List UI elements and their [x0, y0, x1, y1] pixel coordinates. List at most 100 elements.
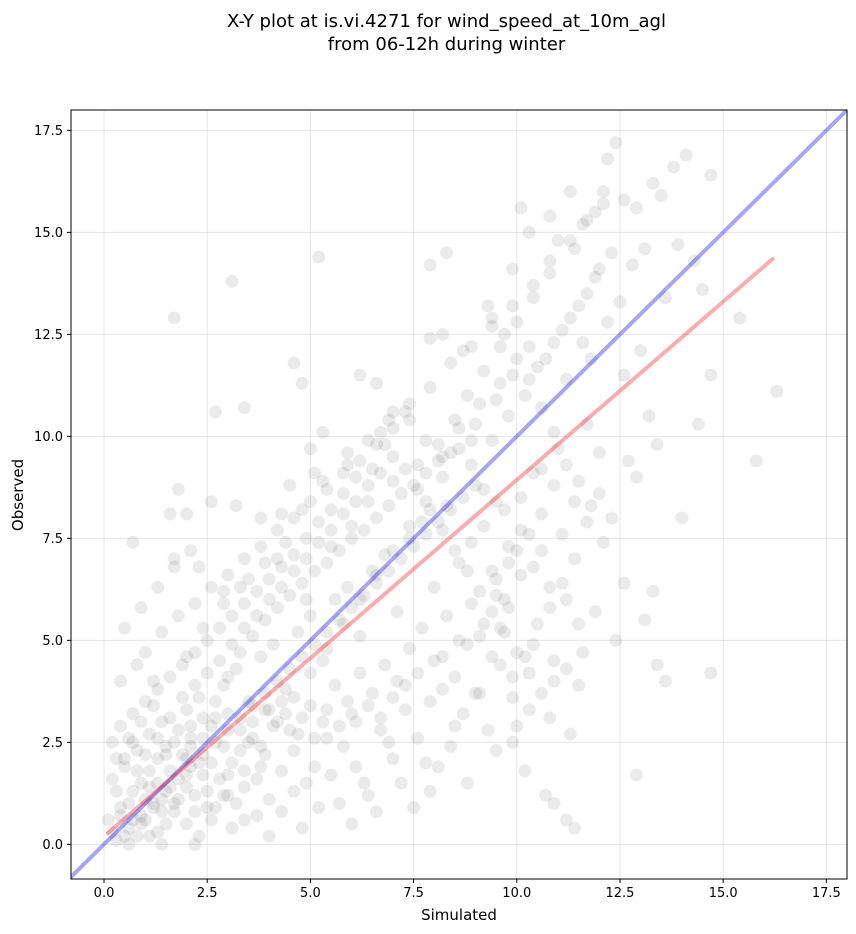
- data-point: [204, 580, 218, 594]
- data-point: [543, 266, 557, 280]
- data-point: [473, 584, 487, 598]
- data-point: [497, 593, 511, 607]
- data-point: [502, 540, 516, 554]
- data-point: [601, 152, 615, 166]
- data-point: [629, 470, 643, 484]
- data-point: [192, 829, 206, 843]
- data-point: [365, 686, 379, 700]
- data-point: [514, 523, 528, 537]
- data-point: [295, 711, 309, 725]
- data-point: [704, 666, 718, 680]
- data-point: [250, 772, 264, 786]
- data-point: [316, 425, 330, 439]
- data-point: [473, 686, 487, 700]
- data-point: [299, 593, 313, 607]
- data-point: [217, 584, 231, 598]
- data-point: [312, 515, 326, 529]
- data-point: [518, 764, 532, 778]
- data-point: [489, 572, 503, 586]
- data-point: [233, 646, 247, 660]
- x-axis-label: Simulated: [421, 906, 497, 924]
- data-point: [473, 629, 487, 643]
- data-point: [592, 486, 606, 500]
- data-point: [444, 503, 458, 517]
- data-point: [270, 715, 284, 729]
- data-point: [535, 507, 549, 521]
- data-point: [213, 772, 227, 786]
- data-point: [572, 474, 586, 488]
- data-point: [180, 817, 194, 831]
- data-point: [452, 556, 466, 570]
- data-point: [130, 764, 144, 778]
- data-point: [316, 474, 330, 488]
- data-point: [386, 450, 400, 464]
- data-point: [378, 438, 392, 452]
- data-point: [658, 674, 672, 688]
- data-point: [328, 678, 342, 692]
- data-point: [303, 495, 317, 509]
- data-point: [444, 739, 458, 753]
- data-point: [134, 817, 148, 831]
- data-point: [262, 829, 276, 843]
- data-point: [221, 768, 235, 782]
- data-point: [279, 707, 293, 721]
- data-point: [646, 584, 660, 598]
- data-point: [398, 405, 412, 419]
- data-point: [147, 797, 161, 811]
- data-point: [233, 711, 247, 725]
- data-point: [217, 739, 231, 753]
- data-point: [155, 805, 169, 819]
- data-point: [163, 780, 177, 794]
- data-point: [473, 397, 487, 411]
- data-point: [275, 580, 289, 594]
- data-point: [592, 262, 606, 276]
- data-point: [535, 686, 549, 700]
- data-point: [196, 748, 210, 762]
- data-point: [204, 813, 218, 827]
- data-point: [386, 474, 400, 488]
- data-point: [122, 797, 136, 811]
- data-point: [155, 715, 169, 729]
- data-point: [167, 311, 181, 325]
- data-point: [114, 719, 128, 733]
- data-point: [629, 201, 643, 215]
- y-axis-label: Observed: [9, 459, 27, 531]
- data-point: [171, 723, 185, 737]
- data-point: [324, 768, 338, 782]
- data-point: [204, 719, 218, 733]
- data-point: [568, 552, 582, 566]
- data-point: [555, 576, 569, 590]
- data-points: [101, 136, 784, 851]
- data-point: [382, 499, 396, 513]
- data-point: [188, 646, 202, 660]
- data-point: [184, 719, 198, 733]
- data-point: [188, 788, 202, 802]
- data-point: [254, 739, 268, 753]
- data-point: [188, 805, 202, 819]
- data-point: [460, 637, 474, 651]
- data-point: [200, 784, 214, 798]
- data-point: [159, 739, 173, 753]
- data-point: [435, 523, 449, 537]
- data-point: [596, 535, 610, 549]
- data-point: [237, 552, 251, 566]
- data-point: [221, 723, 235, 737]
- data-point: [147, 699, 161, 713]
- data-point: [217, 788, 231, 802]
- data-point: [237, 597, 251, 611]
- data-point: [526, 291, 540, 305]
- data-point: [617, 576, 631, 590]
- data-point: [361, 699, 375, 713]
- data-point: [258, 748, 272, 762]
- data-point: [246, 731, 260, 745]
- data-point: [431, 515, 445, 529]
- data-point: [427, 580, 441, 594]
- data-point: [155, 625, 169, 639]
- data-point: [485, 605, 499, 619]
- data-point: [621, 454, 635, 468]
- data-point: [502, 409, 516, 423]
- data-point: [291, 727, 305, 741]
- data-point: [547, 336, 561, 350]
- data-point: [336, 617, 350, 631]
- data-point: [572, 617, 586, 631]
